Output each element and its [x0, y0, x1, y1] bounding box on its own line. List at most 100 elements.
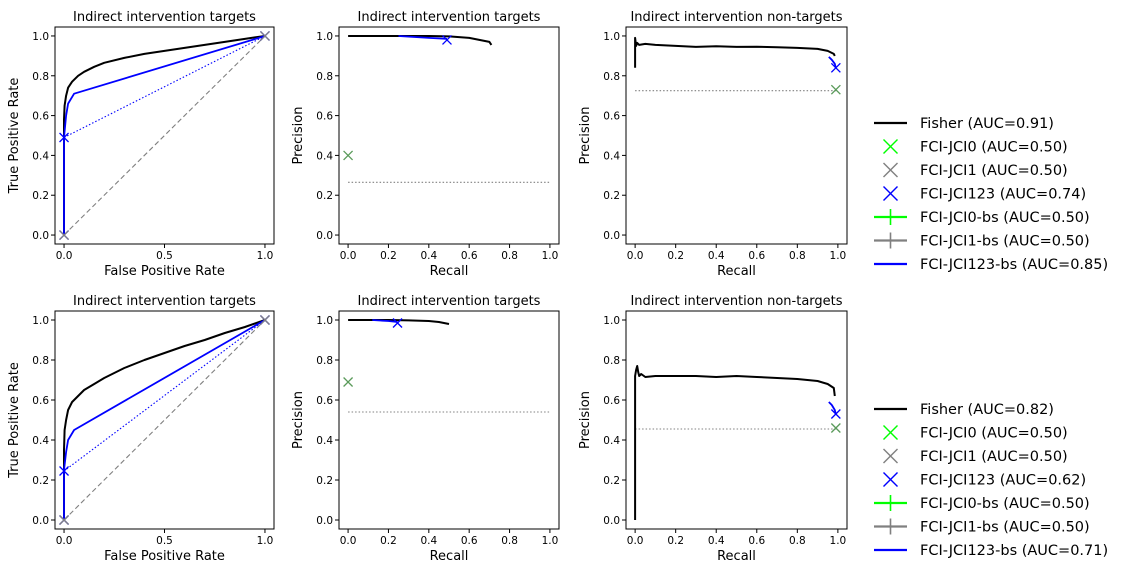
y-tick-label: 0.8 — [603, 355, 620, 367]
y-tick-label: 0.6 — [316, 111, 333, 123]
legend-x-marker-icon — [883, 139, 898, 154]
y-tick-label: 0.8 — [316, 355, 333, 367]
marker-fci-jci1 — [259, 315, 270, 325]
y-tick-label: 0.0 — [603, 515, 620, 527]
y-tick-label: 0.0 — [316, 515, 333, 527]
y-tick-label: 0.2 — [32, 475, 49, 487]
series-fisher — [634, 36, 836, 68]
x-tick-label: 0.4 — [420, 535, 437, 547]
marker-fci-jci123 — [830, 409, 841, 419]
x-tick-label: 0.0 — [340, 250, 357, 262]
y-tick-label: 1.0 — [32, 31, 49, 43]
x-axis-label: Recall — [717, 549, 756, 564]
x-tick-label: 0.4 — [708, 535, 725, 547]
axes-frame — [625, 310, 848, 530]
legend-entry: FCI-JCI1-bs (AUC=0.50) — [874, 518, 1090, 536]
y-axis-label: True Positive Rate — [7, 362, 22, 479]
legend-label: FCI-JCI123 (AUC=0.62) — [920, 473, 1086, 489]
x-axis-label: Recall — [717, 264, 756, 279]
x-tick-label: 0.5 — [156, 535, 173, 547]
y-tick-label: 0.6 — [603, 111, 620, 123]
x-tick-label: 0.0 — [627, 250, 644, 262]
plot-area — [634, 36, 838, 92]
legend-entry: FCI-JCI123-bs (AUC=0.85) — [874, 257, 1108, 273]
series-fisher — [348, 35, 493, 46]
y-tick-label: 0.0 — [316, 230, 333, 242]
legend-label: Fisher (AUC=0.82) — [920, 402, 1054, 418]
marker-fci-jci1 — [59, 515, 70, 525]
y-tick-label: 0.8 — [32, 71, 49, 83]
x-tick-label: 1.0 — [542, 250, 559, 262]
y-tick-label: 0.6 — [316, 395, 333, 407]
y-tick-label: 0.4 — [603, 150, 620, 162]
series-fci-jci123-bs — [63, 319, 266, 520]
legend-label: FCI-JCI0-bs (AUC=0.50) — [920, 210, 1090, 226]
x-tick-label: 1.0 — [257, 535, 274, 547]
x-tick-label: 1.0 — [830, 250, 847, 262]
marker-fci-jci1 — [830, 423, 841, 433]
x-axis-label: False Positive Rate — [104, 549, 225, 564]
y-tick-label: 1.0 — [603, 31, 620, 43]
x-tick-label: 1.0 — [830, 535, 847, 547]
marker-fci-jci123 — [59, 466, 70, 476]
legend-plus-line-icon — [874, 232, 907, 249]
marker-fci-jci1 — [259, 30, 270, 41]
legend-label: FCI-JCI1-bs (AUC=0.50) — [920, 234, 1090, 250]
legend-entry: FCI-JCI0-bs (AUC=0.50) — [874, 209, 1090, 226]
y-tick-label: 0.8 — [32, 355, 49, 367]
chart-title: Indirect intervention non-targets — [630, 294, 842, 309]
legend-label: FCI-JCI1-bs (AUC=0.50) — [920, 520, 1090, 536]
y-tick-label: 1.0 — [316, 315, 333, 327]
x-tick-label: 0.8 — [501, 250, 518, 262]
legend-label: Fisher (AUC=0.91) — [920, 116, 1054, 132]
legend-x-marker-icon — [883, 472, 898, 487]
y-tick-label: 0.2 — [603, 190, 620, 202]
y-tick-label: 0.0 — [32, 515, 49, 527]
y-tick-label: 0.4 — [316, 435, 333, 447]
legend-label: FCI-JCI0-bs (AUC=0.50) — [920, 496, 1090, 512]
series-fci-jci123-bs — [828, 401, 837, 415]
legend-x-marker-icon — [883, 448, 898, 464]
y-tick-label: 0.6 — [32, 395, 49, 407]
x-tick-label: 0.6 — [748, 250, 765, 262]
plot-area — [63, 35, 266, 236]
legend-label: FCI-JCI123-bs (AUC=0.85) — [920, 257, 1108, 273]
legend-1: Fisher (AUC=0.91) FCI-JCI0 (AUC=0.50) FCI-… — [874, 116, 1108, 273]
series-fci-jci123-bs — [828, 56, 837, 69]
legend-entry: FCI-JCI0 (AUC=0.50) — [883, 139, 1068, 156]
chart-panel-6: Indirect intervention non-targets 0.0 0.2 0… — [578, 294, 848, 564]
legend-entry: FCI-JCI123-bs (AUC=0.71) — [874, 543, 1108, 559]
chart-panel-3: Indirect intervention non-targets 0.0 0.2 0… — [578, 10, 848, 279]
marker-fci-jci123 — [830, 62, 841, 73]
y-axis-label: Precision — [578, 391, 593, 449]
plot-area — [634, 365, 838, 520]
y-tick-label: 1.0 — [316, 31, 333, 43]
x-tick-label: 0.6 — [461, 535, 478, 547]
x-tick-label: 0.0 — [56, 250, 73, 262]
legend-plus-line-icon — [874, 495, 907, 511]
y-axis-label: Precision — [291, 391, 306, 449]
marker-fci-jci123 — [442, 34, 452, 45]
marker-fci-jci1 — [343, 377, 354, 387]
legend-label: FCI-JCI1 (AUC=0.50) — [920, 163, 1068, 179]
y-tick-label: 0.2 — [32, 190, 49, 202]
axes-frame — [338, 310, 560, 530]
y-tick-label: 0.6 — [603, 395, 620, 407]
x-tick-label: 0.4 — [420, 250, 437, 262]
y-tick-label: 0.2 — [316, 190, 333, 202]
y-tick-label: 1.0 — [32, 315, 49, 327]
legend-label: FCI-JCI123 (AUC=0.74) — [920, 187, 1086, 203]
marker-fci-jci123 — [59, 132, 70, 143]
legend-entry: Fisher (AUC=0.82) — [874, 402, 1054, 418]
y-tick-label: 0.6 — [32, 111, 49, 123]
y-axis-label: True Positive Rate — [7, 78, 22, 195]
x-tick-label: 0.0 — [627, 535, 644, 547]
legend-x-marker-icon — [883, 162, 898, 178]
x-tick-label: 0.0 — [340, 535, 357, 547]
plot-area — [348, 319, 550, 413]
x-tick-label: 0.2 — [380, 535, 397, 547]
x-tick-label: 0.6 — [748, 535, 765, 547]
legend-plus-line-icon — [874, 518, 907, 535]
marker-fci-jci1 — [59, 230, 70, 241]
x-tick-label: 0.4 — [708, 250, 725, 262]
